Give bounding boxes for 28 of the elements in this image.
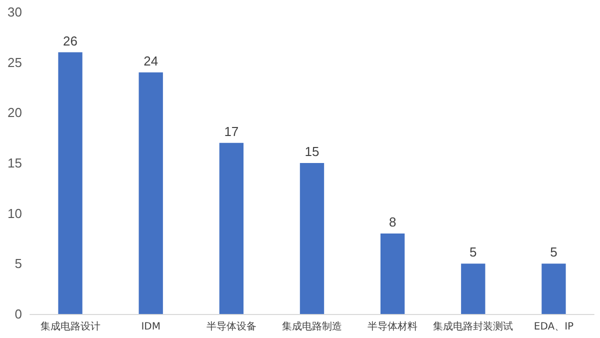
y-tick-label: 10 [8, 206, 22, 221]
x-tick-label: EDA、IP [534, 322, 574, 332]
data-label: 8 [388, 214, 396, 230]
bar [300, 163, 324, 314]
x-tick-label: 集成电路设计 [40, 320, 100, 332]
bar [542, 264, 566, 314]
y-tick-label: 25 [8, 54, 22, 70]
data-label: 15 [304, 144, 320, 159]
bar [219, 142, 244, 314]
x-tick-label: 半导体设备 [206, 320, 256, 332]
bar [58, 52, 82, 314]
bar [461, 264, 486, 314]
data-label: 26 [63, 33, 78, 48]
y-tick-label: 30 [8, 4, 22, 20]
y-tick-label: 5 [14, 256, 22, 272]
data-label: 5 [550, 244, 558, 260]
x-tick-label: 集成电路封装测试 [433, 320, 514, 332]
y-tick-label: 0 [14, 306, 22, 322]
data-label: 24 [144, 53, 158, 68]
x-tick-label: IDM [141, 322, 160, 332]
y-tick-label: 15 [8, 156, 22, 170]
x-tick-label: 半导体材料 [368, 320, 418, 332]
y-tick-label: 20 [8, 105, 22, 120]
data-label: 17 [224, 124, 239, 139]
bar [380, 233, 405, 314]
data-label: 5 [470, 244, 477, 260]
bar [138, 72, 163, 314]
x-tick-label: 集成电路制造 [282, 320, 342, 332]
